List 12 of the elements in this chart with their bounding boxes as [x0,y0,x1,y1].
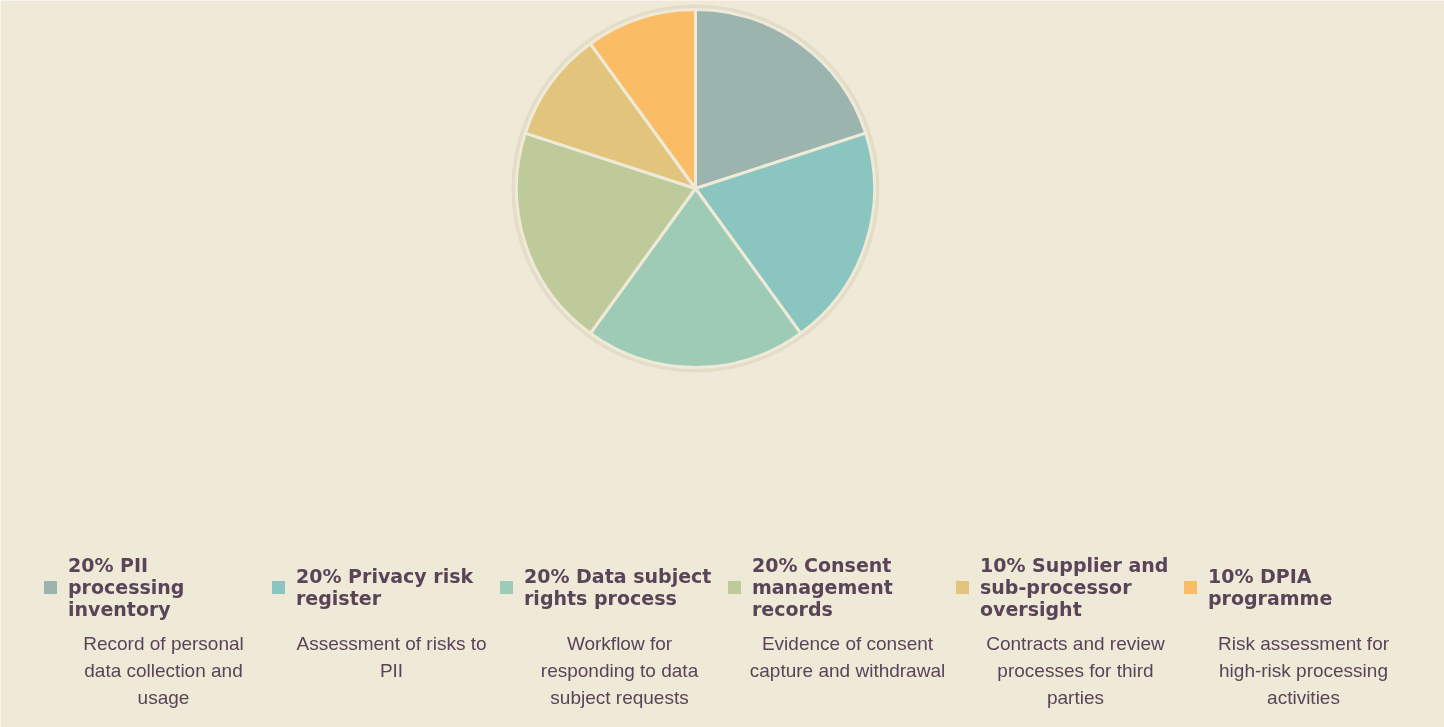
text: Workflow for responding to data subject requests [540,633,699,708]
legend-label: 20% Data subject rights process [524,565,713,609]
legend-label: 20% Consent management records [752,554,894,620]
legend-label: 20% Privacy risk register [296,565,475,609]
legend-label: 20% PII processing inventory [68,554,186,620]
legend-label: 10% Supplier and sub-processor oversight [980,554,1170,620]
text: Risk assessment for high-risk processing activities [1217,633,1390,708]
legend-label: 10% DPIA programme [1208,565,1334,609]
text: Assessment of risks to PII [296,633,487,681]
text: Record of personal data collection and usage [83,633,244,708]
text: Evidence of consent capture and withdrawal [749,633,946,681]
text: Contracts and review processes for third parties [986,633,1166,708]
